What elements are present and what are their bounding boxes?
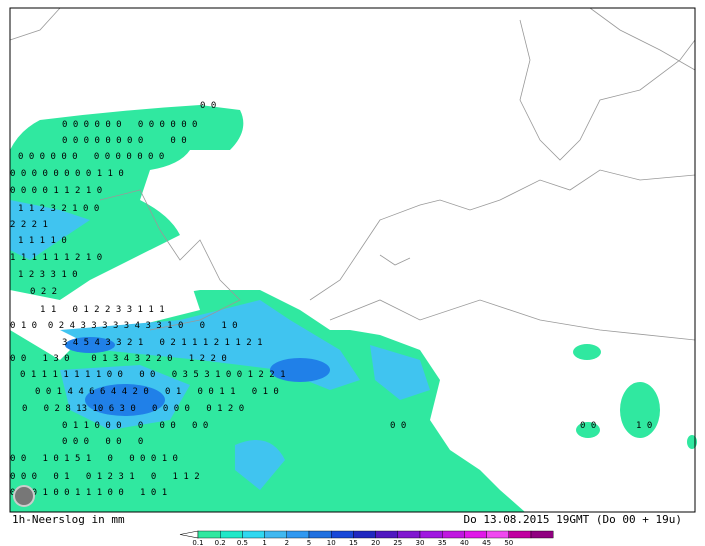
colorbar: 0.1 0.2 0.5 1 2 5 10 15 20 25 30 35 40 45 50 (179, 530, 554, 546)
value-row: 0 0 0 0 0 0 0 0 0 0 (62, 136, 187, 146)
value-row: 2 2 2 1 (10, 220, 48, 230)
coastline (329, 299, 696, 341)
value-row: 0 2 2 (30, 287, 57, 297)
value-row: 1 1 1 1 1 1 2 1 0 (10, 253, 102, 263)
coastline (589, 7, 696, 71)
precip-heavy (65, 337, 330, 416)
colorbar-label: 1 (262, 539, 266, 546)
value-row: 0 0 1 0 0 1 1 1 0 0 1 0 1 (10, 488, 167, 498)
precip-area (65, 337, 115, 353)
value-row: 0 0 0 0 1 0 1 2 3 1 0 1 1 2 (10, 472, 200, 482)
gap (10, 250, 200, 360)
coastline (309, 169, 696, 301)
colorbar-label: 50 (504, 539, 513, 546)
colorbar-label: 0.1 (192, 539, 203, 546)
map-frame (9, 7, 696, 513)
colorbar-swatch (331, 530, 354, 539)
precip-area (235, 440, 285, 490)
value-row: 0 0 1 3 0 0 1 3 4 3 2 2 0 1 2 2 0 (10, 354, 227, 364)
colorbar-label: 2 (285, 539, 289, 546)
colorbar-label: 35 (438, 539, 447, 546)
colorbar-swatch (508, 530, 532, 539)
value-row: 0 0 1 0 1 5 1 0 0 0 0 1 0 (10, 454, 178, 464)
colorbar-label: 30 (416, 539, 425, 546)
value-row: 0 0 (580, 421, 596, 431)
map: 0 00 0 0 0 0 0 0 0 0 0 0 00 0 0 0 0 0 0 … (9, 7, 697, 513)
value-row: 0 1 1 0 0 0 0 0 0 0 0 (62, 421, 208, 431)
colorbar-swatch (464, 530, 487, 539)
coastlines (9, 7, 696, 341)
colorbar-label: 20 (371, 539, 380, 546)
value-row: 0 0 2 8 13 10 6 3 0 0 0 0 0 0 1 2 0 (22, 404, 244, 414)
precip-area (573, 344, 601, 360)
value-row: 1 1 0 1 2 2 3 3 1 1 1 (40, 305, 165, 315)
colorbar-swatch (242, 530, 265, 539)
value-row: 0 0 0 0 0 0 0 0 0 0 0 0 0 (18, 152, 164, 162)
map-title: 1h-Neerslog in mm (12, 513, 125, 526)
precip-area (576, 422, 600, 438)
colorbar-swatch (419, 530, 443, 539)
colorbar-swatch (397, 530, 421, 539)
colorbar-swatch (375, 530, 399, 539)
value-row: 0 0 0 0 1 1 2 1 0 (10, 186, 102, 196)
value-row: 1 2 3 3 1 0 (18, 270, 78, 280)
value-row: 0 0 1 4 4 6 6 4 4 2 0 0 1 0 0 1 1 0 1 0 (35, 387, 279, 397)
coastline (99, 189, 241, 331)
logo (13, 485, 35, 507)
colorbar-label: 15 (349, 539, 358, 546)
coastline (519, 19, 696, 161)
value-row: 3 4 5 4 3 3 2 1 0 2 1 1 1 2 1 1 2 1 (62, 338, 262, 348)
value-row: 0 0 (200, 101, 216, 111)
precip-area (370, 345, 430, 400)
precip-area (270, 358, 330, 382)
colorbar-label: 5 (307, 539, 311, 546)
colorbar-label: 0.5 (237, 539, 248, 546)
coastline (379, 254, 411, 266)
colorbar-label: 45 (482, 539, 491, 546)
precip-area (85, 384, 165, 416)
colorbar-label: 25 (393, 539, 402, 546)
colorbar-swatch (353, 530, 376, 539)
colorbar-label: 40 (460, 539, 469, 546)
value-row: 0 0 0 0 0 0 0 0 0 0 0 0 (62, 120, 197, 130)
value-row: 0 0 0 0 0 0 (62, 437, 143, 447)
value-grid: 0 00 0 0 0 0 0 0 0 0 0 0 00 0 0 0 0 0 0 … (10, 101, 652, 498)
value-row: 0 1 0 0 2 4 3 3 3 3 3 4 3 3 1 0 0 1 0 (10, 321, 238, 331)
colorbar-swatch (308, 530, 332, 539)
colorbar-swatch (442, 530, 465, 539)
colorbar-swatch (486, 530, 510, 539)
value-row: 1 1 2 3 2 1 0 0 (18, 204, 99, 214)
colorbar-swatch (530, 530, 554, 539)
colorbar-label: 0.2 (215, 539, 226, 546)
value-row: 0 1 1 1 1 1 1 1 0 0 0 0 0 3 5 3 1 0 0 1 … (20, 370, 286, 380)
value-row: 1 1 1 1 0 (18, 236, 67, 246)
colorbar-label: 10 (327, 539, 336, 546)
colorbar-swatch (264, 530, 288, 539)
precip-area (316, 454, 344, 486)
map-time: Do 13.08.2015 19GMT (Do 00 + 19u) (463, 513, 682, 526)
coastline (9, 7, 61, 41)
colorbar-swatch (219, 530, 243, 539)
value-row: 0 0 (390, 421, 406, 431)
precip-area (620, 382, 660, 438)
value-row: 0 0 0 0 0 0 0 0 1 1 0 (10, 169, 124, 179)
precip-area (10, 200, 90, 260)
value-row: 1 0 (636, 421, 652, 431)
colorbar-swatch (286, 530, 310, 539)
colorbar-swatch (197, 530, 221, 539)
